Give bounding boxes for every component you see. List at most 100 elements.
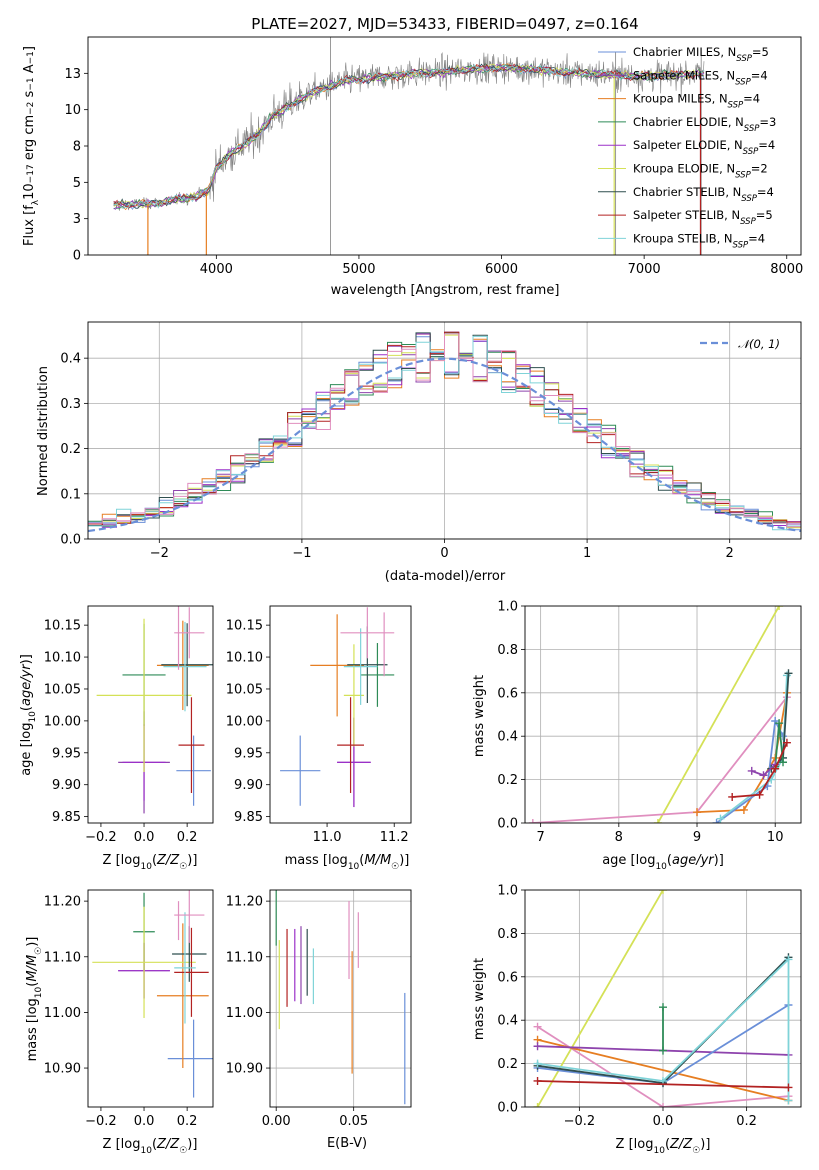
label-part: Z/Z [156,853,180,868]
label-part: )] [25,937,40,947]
legend-model: Salpeter MILES, N [633,68,735,82]
residuals-content [88,322,801,539]
legend-subscript: SSP [743,147,759,157]
label-part: 10 [653,1146,665,1156]
age_vs_mass-ticks: 11.0 11.2 9.85 9.90 9.95 10.00 10.05 10.10 10.15 [226,619,409,845]
weight_vs_age-ytick-label: 0.4 [497,730,518,745]
spectrum-xtick-label: 5000 [342,262,375,277]
weight_vs_Z-content [525,890,801,1107]
gaussian-reference-curve [88,357,801,533]
weight_vs_Z-ytick-label: 0.2 [497,1057,518,1072]
legend-subscript: SSP [736,54,752,64]
spectrum-ticks: 4000 5000 6000 7000 8000 0 3 5 8 10 13 [64,67,803,277]
legend-subscript: SSP [735,171,751,181]
label-part: M/M [364,853,391,868]
weight_vs_Z-ytick-label: 1.0 [497,884,518,899]
mass-weight-marker [782,738,791,747]
weight_vs_Z-ytick-label: 0.4 [497,1014,518,1029]
label-part: )] [399,853,409,868]
residuals-xtick-label: 2 [726,546,734,561]
mass-weight-marker [739,805,748,814]
mass-weight-marker [533,1042,542,1051]
mass-weight-line [537,1080,789,1089]
age_vs_mass-xtick-label: 11.0 [313,830,342,845]
weight_vs_age-xtick-label: 9 [693,830,701,845]
age_vs_mass-content [280,607,395,808]
age_vs_mass-ytick-label: 9.95 [234,746,263,761]
legend-count: =5 [752,45,769,59]
axes-frame [87,605,214,824]
mass-weight-line [657,606,780,823]
mass_vs_EBV-panel: 0.00 0.05 10.90 11.00 11.10 11.20 [226,889,412,1129]
legend-count: =5 [756,208,773,222]
label-part: 10 [140,1146,152,1156]
mass-weight-marker [533,1076,542,1085]
age_vs_mass-ytick-label: 9.85 [234,810,263,825]
age_vs_mass-panel: 11.0 11.2 9.85 9.90 9.95 10.00 10.05 10.10 10.15 [226,605,412,845]
legend-subscript: SSP [740,217,756,227]
legend-count: =4 [751,68,768,82]
ylabel-part: ] [22,46,37,51]
weight_vs_age-ytick-label: 0.0 [497,817,518,832]
age_vs_mass-ytick-label: 10.15 [226,619,263,634]
ylabel-part: −1 [26,77,36,90]
mass_vs_EBV-ytick-label: 11.10 [226,950,263,965]
spectrum-ytick-label: 8 [73,140,81,155]
label-part: ( [25,982,40,987]
legend-model: Kroupa ELODIE, N [633,162,735,176]
legend-count: =4 [758,138,775,152]
ylabel-part: erg cm [22,115,37,164]
mass-weight-marker [728,792,737,801]
label-part: 10 [140,862,152,872]
spectrum-panel: 4000 5000 6000 7000 8000 0 3 5 8 10 13 Chabrier MIL… [64,36,803,277]
mass-weight-marker [747,766,756,775]
spectrum-model-line [113,64,705,209]
weight-age-xlabel: age [log10(age/yr)] [602,853,724,872]
age_vs_mass-ytick-label: 10.00 [226,714,263,729]
legend-count: =4 [743,92,760,106]
mass-weight-marker [712,819,721,823]
ylabel-part: s [22,90,37,101]
residuals-ytick-label: 0.2 [60,442,81,457]
mass_vs_Z-panel: −0.2 0.0 0.2 10.90 11.00 11.10 11.20 [44,889,214,1129]
residuals-xlabel: (data-model)/error [385,569,506,584]
residuals-xtick-label: −1 [292,546,311,561]
age_vs_mass-ytick-label: 10.05 [226,682,263,697]
weight_vs_age-xtick-label: 8 [615,830,623,845]
age_vs_mass-ytick-label: 10.10 [226,651,263,666]
ylabel-part: A [22,64,37,77]
mass-weight-marker [775,719,784,728]
weight_vs_Z-ticks: −0.2 0.0 0.2 0.0 0.2 0.4 0.6 0.8 1.0 [497,884,757,1130]
mass-weight-marker [693,808,702,817]
mass-weight-marker [755,790,764,799]
legend-count: =4 [757,185,774,199]
label-part: ( [152,853,157,868]
legend-entry: Chabrier STELIB, NSSP=4 [633,185,774,204]
label-part: ☉ [179,862,187,872]
residuals-legend: 𝒩(0, 1) [700,337,780,351]
mass-weight-marker [771,764,780,773]
legend-entry: Kroupa STELIB, NSSP=4 [633,231,765,250]
ylabel-part: Flux [f [22,205,37,246]
residuals-xtick-label: 0 [440,546,448,561]
legend-model: Kroupa STELIB, N [633,231,733,245]
legend-entry: Chabrier MILES, NSSP=5 [633,45,769,64]
residuals-ytick-label: 0.4 [60,352,81,367]
mass_vs_Z-ticks: −0.2 0.0 0.2 10.90 11.00 11.10 11.20 [44,895,198,1129]
mass_vs_Z-ytick-label: 11.20 [44,895,81,910]
age_vs_Z-xtick-label: −0.2 [85,830,117,845]
mass_vs_EBV-ytick-label: 11.00 [226,1006,263,1021]
mass_vs_Z-ytick-label: 10.90 [44,1062,81,1077]
ylabel-part: −17 [26,164,36,183]
age_vs_Z-content [96,606,213,814]
weight_vs_age-ytick-label: 1.0 [497,600,518,615]
weight_vs_Z-xtick-label: 0.2 [736,1114,757,1129]
legend-model: Salpeter ELODIE, N [633,138,743,152]
age_vs_Z-xtick-label: 0.2 [177,830,198,845]
mass-weight-marker [659,1046,667,1055]
label-part: Z [log [103,853,141,868]
label-part: 10 [655,862,667,872]
spectrum-title: PLATE=2027, MJD=53433, FIBERID=0497, z=0… [251,15,638,33]
residuals-xtick-label: 1 [583,546,591,561]
